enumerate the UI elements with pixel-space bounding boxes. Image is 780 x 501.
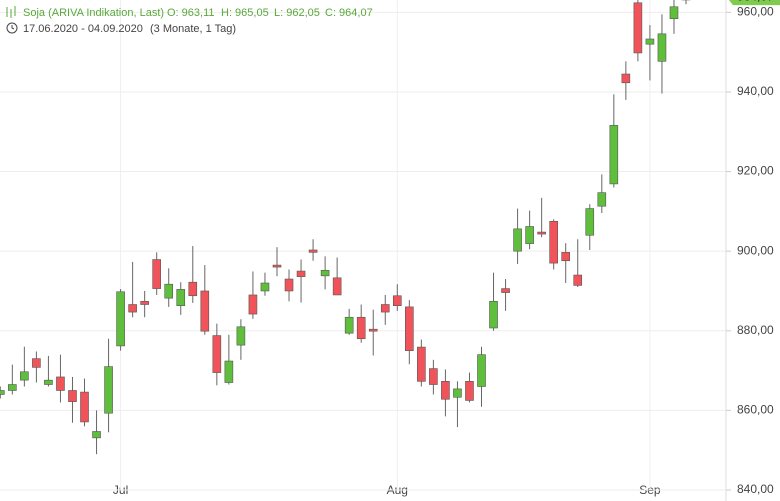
candle-body (104, 366, 113, 414)
candle-body (501, 288, 510, 293)
candle-body (489, 301, 498, 329)
candle-body (236, 326, 246, 346)
title: Soja (ARIVA Indikation, Last) (23, 7, 164, 19)
candle-body (380, 304, 390, 313)
y-tick-label: 960,00 (737, 5, 774, 19)
candle-body (477, 354, 486, 387)
candle-body (188, 281, 198, 297)
candle-body (344, 316, 354, 334)
candle-body (80, 391, 89, 423)
candle-body (56, 376, 65, 391)
candle-body (525, 226, 534, 244)
candle-body (537, 231, 546, 235)
candle-body (296, 270, 306, 277)
candle-body (332, 277, 342, 296)
candle-body (224, 360, 234, 383)
candle-body (68, 390, 77, 402)
candle-body (645, 38, 655, 45)
candle-body (561, 252, 571, 262)
price-tag (729, 0, 780, 6)
y-tick-label: 920,00 (737, 164, 774, 178)
candle-body (417, 346, 426, 382)
candle-body (0, 390, 5, 395)
candle-body (32, 358, 41, 368)
high-label: H: 965,05 (221, 7, 269, 19)
y-tick-label: 840,00 (737, 482, 774, 496)
candle-body (356, 316, 366, 340)
candle-body (320, 269, 330, 277)
candle-body (585, 208, 595, 236)
clock-icon (6, 22, 18, 34)
candle-body (92, 431, 101, 439)
price-tag-label: 964,07 (737, 0, 774, 3)
candle-body (513, 228, 522, 252)
candle-body (272, 264, 282, 268)
date-range: 17.06.2020 - 04.09.2020 (23, 23, 143, 35)
y-tick-label: 940,00 (737, 84, 774, 98)
open-label: O: 963,11 (167, 7, 215, 19)
candle-body (164, 283, 174, 299)
candle-body (597, 192, 607, 207)
candle-body (128, 304, 137, 313)
candle-body (573, 274, 583, 286)
candle-body (212, 335, 222, 373)
candle-body (308, 249, 318, 253)
candle-body (44, 379, 53, 385)
candle-body (200, 290, 210, 332)
candle-body (429, 368, 438, 385)
candle-body (248, 294, 258, 315)
y-tick-label: 860,00 (737, 403, 774, 417)
candle-body (549, 221, 558, 264)
period: (3 Monate, 1 Tag) (150, 23, 236, 35)
candle-body (20, 371, 29, 381)
candle-body (633, 2, 643, 54)
y-tick-label: 900,00 (737, 243, 774, 257)
candle-body (392, 295, 402, 307)
candle-body (284, 278, 294, 292)
candle-body (176, 289, 186, 307)
candle-body (453, 388, 462, 398)
candle-body (368, 328, 378, 332)
candle-body (441, 381, 450, 400)
candle-body (465, 381, 474, 401)
close-label: C: 964,07 (325, 7, 373, 19)
candle-body (405, 306, 414, 351)
low-label: L: 962,05 (274, 7, 320, 19)
y-tick-label: 880,00 (737, 323, 774, 337)
candle-body (8, 384, 17, 391)
candle-body (621, 73, 631, 84)
candle-icon (6, 6, 16, 18)
candle-body (609, 125, 619, 185)
candle-body (116, 291, 125, 347)
candle-body (657, 33, 667, 62)
candle-body (140, 301, 149, 305)
candle-body (260, 282, 270, 292)
candle-body (669, 6, 679, 20)
candle-body (152, 259, 161, 289)
